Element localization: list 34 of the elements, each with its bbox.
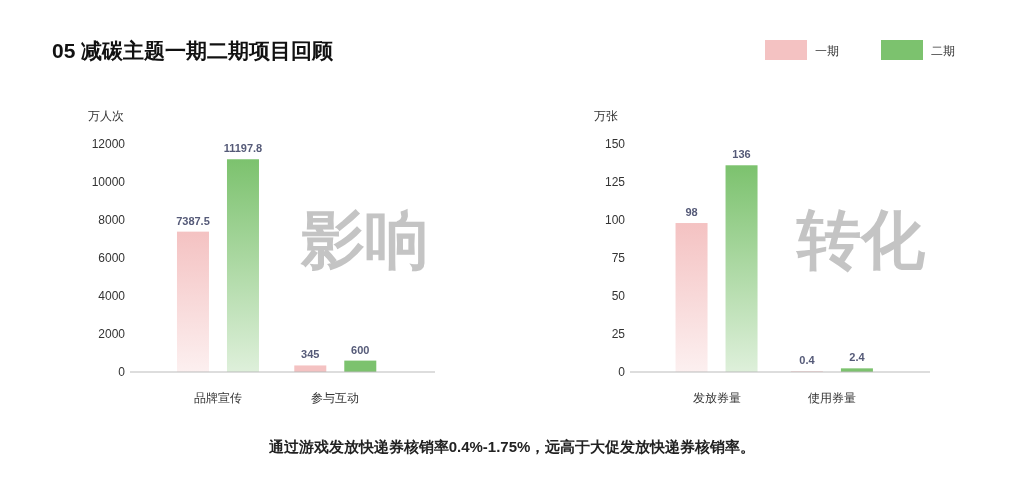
legend-label: 二期: [931, 44, 955, 58]
chart-title: 05 减碳主题一期二期项目回顾: [52, 39, 335, 62]
y-tick-label: 0: [618, 365, 626, 379]
data-label: 7387.5: [176, 214, 210, 227]
x-tick-label: 参与互动: [311, 391, 360, 405]
y-tick-label: 150: [604, 137, 626, 151]
annotation: 影响: [299, 204, 429, 276]
data-label: 600: [351, 343, 370, 356]
y-axis-title: 万张: [594, 109, 618, 123]
data-label: 2.4: [849, 351, 866, 364]
y-tick-label: 75: [611, 251, 626, 265]
data-label: 136: [732, 148, 751, 161]
y-tick-label: 12000: [91, 137, 126, 151]
y-axis-title: 万人次: [88, 109, 124, 123]
y-tick-label: 2000: [98, 327, 126, 341]
y-tick-label: 10000: [91, 175, 126, 189]
x-tick-label: 发放券量: [692, 391, 741, 405]
text: 通过游戏发放快递券核销率0.4%-1.75%，远高于大促发放快递券核销率。: [267, 438, 756, 455]
data-label: 98: [685, 206, 698, 219]
y-tick-label: 25: [611, 327, 626, 341]
data-label: 345: [301, 348, 320, 361]
x-tick-label: 品牌宣传: [193, 391, 242, 405]
y-tick-label: 0: [118, 365, 126, 379]
x-tick-label: 使用券量: [807, 391, 856, 405]
legend-label: 一期: [815, 44, 839, 58]
data-label: 11197.8: [223, 142, 263, 155]
y-tick-label: 6000: [98, 251, 126, 265]
y-tick-label: 50: [611, 289, 626, 303]
annotation: 转化: [795, 204, 926, 276]
y-tick-label: 4000: [98, 289, 126, 303]
data-label: 0.4: [799, 354, 816, 367]
y-tick-label: 125: [604, 175, 626, 189]
y-tick-label: 8000: [98, 213, 126, 227]
y-tick-label: 100: [604, 213, 626, 227]
